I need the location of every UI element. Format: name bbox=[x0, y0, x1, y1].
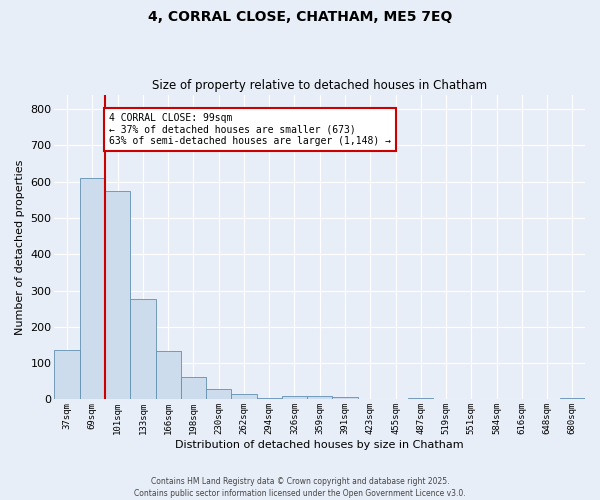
Bar bbox=[307, 396, 332, 400]
Bar bbox=[257, 398, 282, 400]
Y-axis label: Number of detached properties: Number of detached properties bbox=[15, 160, 25, 334]
Bar bbox=[282, 396, 307, 400]
Bar bbox=[232, 394, 257, 400]
Bar bbox=[80, 178, 105, 400]
Text: 4 CORRAL CLOSE: 99sqm
← 37% of detached houses are smaller (673)
63% of semi-det: 4 CORRAL CLOSE: 99sqm ← 37% of detached … bbox=[109, 112, 391, 146]
X-axis label: Distribution of detached houses by size in Chatham: Distribution of detached houses by size … bbox=[175, 440, 464, 450]
Bar bbox=[408, 398, 433, 400]
Text: 4, CORRAL CLOSE, CHATHAM, ME5 7EQ: 4, CORRAL CLOSE, CHATHAM, ME5 7EQ bbox=[148, 10, 452, 24]
Title: Size of property relative to detached houses in Chatham: Size of property relative to detached ho… bbox=[152, 79, 487, 92]
Bar bbox=[332, 397, 358, 400]
Bar bbox=[130, 298, 155, 400]
Bar bbox=[181, 377, 206, 400]
Text: Contains HM Land Registry data © Crown copyright and database right 2025.
Contai: Contains HM Land Registry data © Crown c… bbox=[134, 476, 466, 498]
Bar bbox=[55, 350, 80, 400]
Bar bbox=[560, 398, 585, 400]
Bar bbox=[105, 190, 130, 400]
Bar bbox=[206, 390, 232, 400]
Bar bbox=[155, 351, 181, 400]
